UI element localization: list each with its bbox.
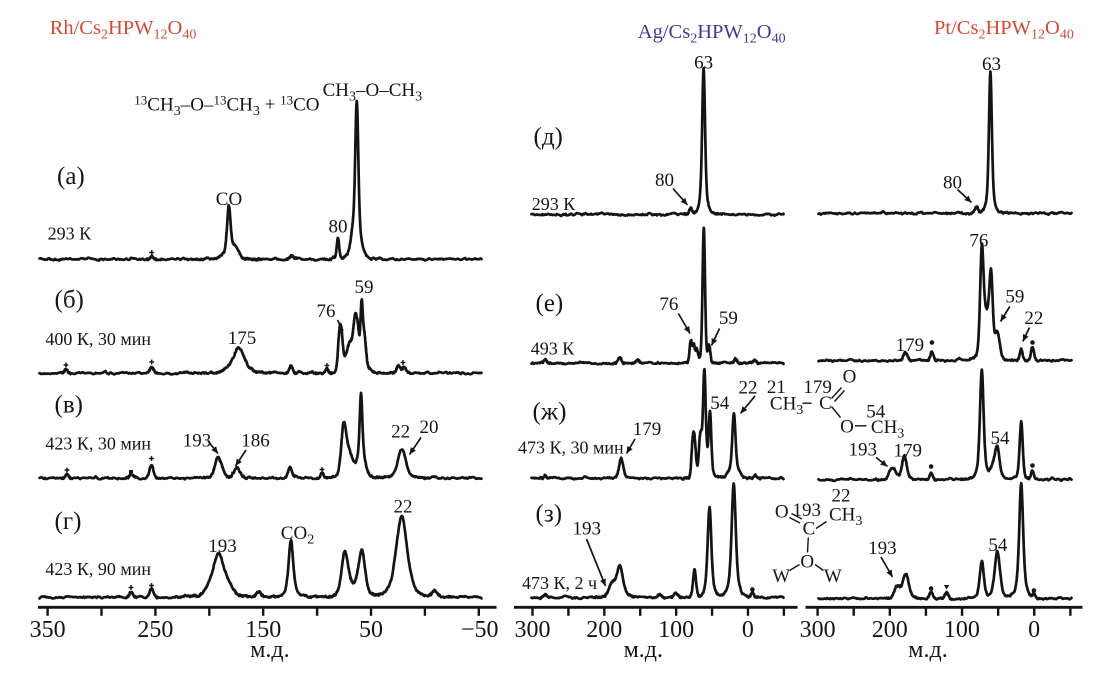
svg-text:(г): (г) <box>55 508 82 535</box>
svg-text:59: 59 <box>355 277 374 298</box>
svg-text:C: C <box>819 393 832 414</box>
svg-text:59: 59 <box>719 308 738 329</box>
svg-text:80: 80 <box>943 173 962 194</box>
svg-text:13CH3–O–13CH3 + 13CO: 13CH3–O–13CH3 + 13CO <box>134 93 319 120</box>
svg-text:76: 76 <box>659 294 678 315</box>
svg-text:473 К, 30 мин: 473 К, 30 мин <box>518 438 624 458</box>
svg-text:100: 100 <box>658 617 694 643</box>
svg-text:O: O <box>800 552 814 573</box>
svg-text:193: 193 <box>793 500 822 521</box>
svg-text:179: 179 <box>894 441 923 462</box>
svg-text:100: 100 <box>944 617 980 643</box>
svg-text:76: 76 <box>969 231 988 252</box>
svg-text:(ж): (ж) <box>533 398 567 425</box>
svg-text:(б): (б) <box>55 287 84 314</box>
svg-text:(а): (а) <box>57 163 85 190</box>
svg-text:59: 59 <box>1005 287 1024 308</box>
svg-text:423 К, 30 мин: 423 К, 30 мин <box>45 434 151 454</box>
svg-text:400 К, 30 мин: 400 К, 30 мин <box>45 329 151 349</box>
svg-text:250: 250 <box>137 617 173 643</box>
svg-text:Pt/Cs2HPW12O40: Pt/Cs2HPW12O40 <box>934 17 1074 43</box>
svg-text:193: 193 <box>572 519 601 540</box>
svg-text:200: 200 <box>586 617 622 643</box>
svg-text:(в): (в) <box>55 391 83 418</box>
svg-text:186: 186 <box>241 431 270 452</box>
svg-text:54: 54 <box>991 428 1011 449</box>
svg-text:300: 300 <box>515 617 551 643</box>
svg-text:O: O <box>840 417 854 438</box>
svg-text:63: 63 <box>694 53 713 74</box>
svg-text:O: O <box>775 502 789 523</box>
svg-text:22: 22 <box>1024 308 1043 329</box>
svg-text:C: C <box>803 519 816 540</box>
svg-text:150: 150 <box>245 617 281 643</box>
svg-text:193: 193 <box>868 538 897 559</box>
svg-text:м.д.: м.д. <box>908 637 947 663</box>
svg-text:22: 22 <box>394 497 413 518</box>
svg-text:193: 193 <box>183 431 212 452</box>
svg-text:473 К, 2 ч: 473 К, 2 ч <box>522 573 597 593</box>
svg-text:50: 50 <box>359 617 383 643</box>
svg-text:63: 63 <box>982 54 1001 75</box>
svg-text:CH3–O–CH3: CH3–O–CH3 <box>323 80 423 105</box>
svg-text:22: 22 <box>832 486 851 507</box>
svg-text:54: 54 <box>710 393 730 414</box>
svg-text:80: 80 <box>329 217 348 238</box>
svg-text:80: 80 <box>655 170 674 191</box>
svg-text:175: 175 <box>228 328 257 349</box>
svg-text:350: 350 <box>30 617 66 643</box>
svg-text:м.д.: м.д. <box>250 637 289 663</box>
svg-text:54: 54 <box>866 402 886 423</box>
svg-text:CO: CO <box>216 189 242 210</box>
svg-text:21: 21 <box>767 377 786 398</box>
svg-text:293 К: 293 К <box>48 224 93 244</box>
svg-text:493 К: 493 К <box>531 339 576 359</box>
svg-text:(д): (д) <box>534 123 563 150</box>
svg-text:300: 300 <box>800 617 836 643</box>
svg-text:(з): (з) <box>536 501 563 528</box>
svg-text:193: 193 <box>208 536 237 557</box>
svg-text:W: W <box>824 566 842 587</box>
svg-text:76: 76 <box>317 301 336 322</box>
svg-text:(е): (е) <box>536 290 564 317</box>
svg-text:O: O <box>843 367 857 388</box>
svg-text:22: 22 <box>391 422 410 443</box>
svg-text:Rh/Cs2HPW12O40: Rh/Cs2HPW12O40 <box>50 17 197 43</box>
svg-text:200: 200 <box>872 617 908 643</box>
svg-text:22: 22 <box>739 377 758 398</box>
svg-text:W: W <box>772 566 790 587</box>
svg-text:423 К, 90 мин: 423 К, 90 мин <box>45 559 151 579</box>
svg-text:179: 179 <box>896 335 925 356</box>
svg-text:54: 54 <box>988 535 1008 556</box>
svg-text:Ag/Cs2HPW12O40: Ag/Cs2HPW12O40 <box>638 21 786 47</box>
svg-text:0: 0 <box>1028 617 1040 643</box>
svg-text:м.д.: м.д. <box>624 637 663 663</box>
svg-text:0: 0 <box>742 617 754 643</box>
svg-text:−50: −50 <box>461 617 499 643</box>
svg-text:179: 179 <box>803 377 832 398</box>
svg-text:293 К: 293 К <box>532 194 577 214</box>
svg-text:179: 179 <box>633 419 662 440</box>
svg-text:193: 193 <box>848 440 877 461</box>
svg-text:20: 20 <box>420 417 439 438</box>
